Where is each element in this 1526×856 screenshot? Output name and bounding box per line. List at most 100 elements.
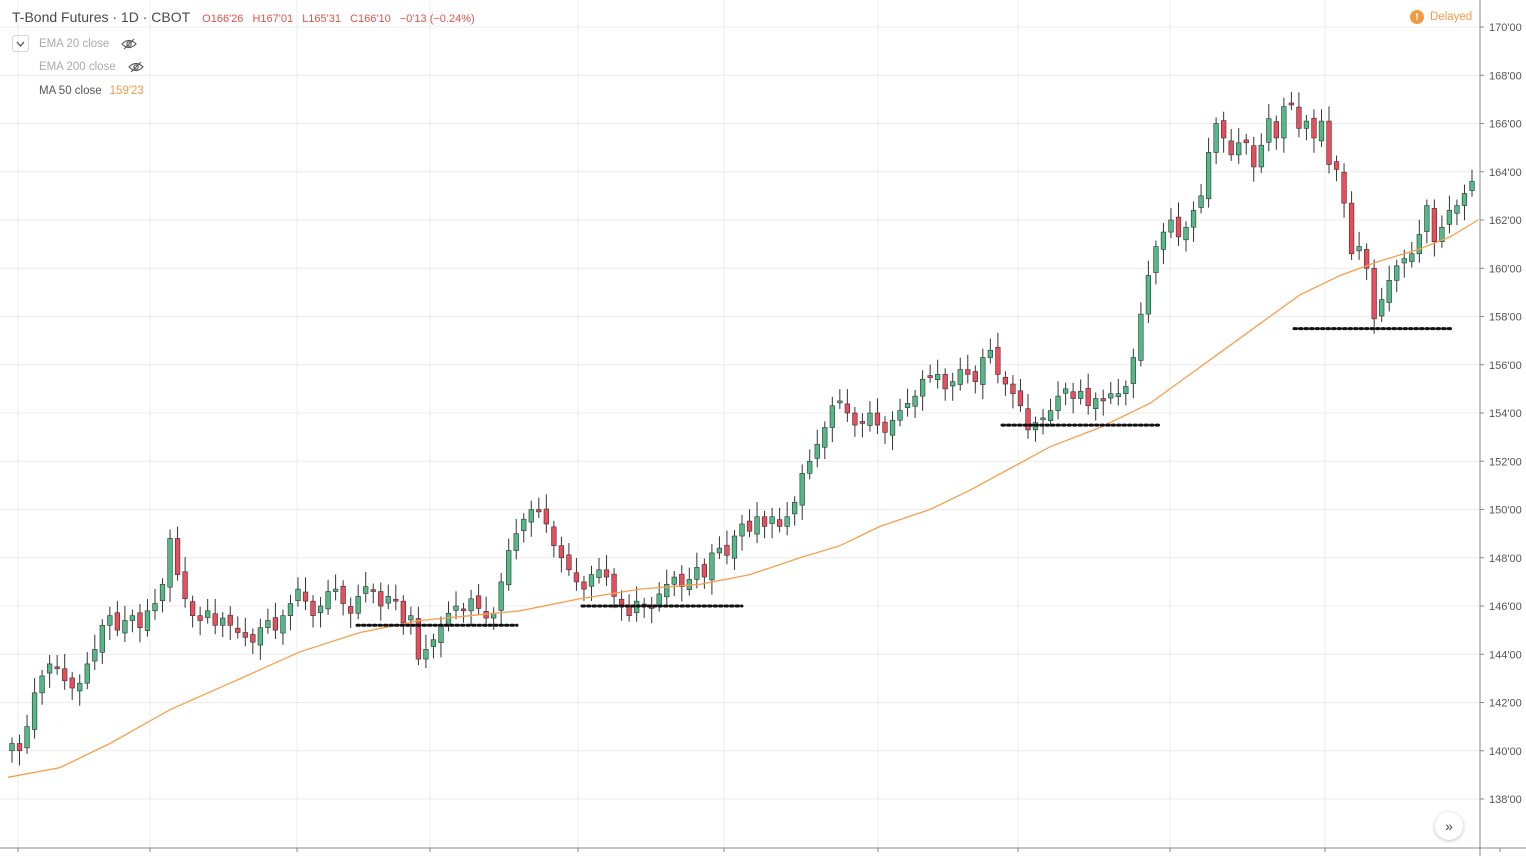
candle-body (566, 554, 572, 571)
legend-row-ema200[interactable]: EMA 200 close (12, 56, 144, 80)
candle-body (1160, 231, 1167, 250)
price-tick-label: 150'00 (1489, 505, 1522, 517)
candle-body (257, 627, 263, 646)
collapse-legend-button[interactable] (12, 35, 29, 53)
candle-body (859, 421, 866, 424)
candle-body (1326, 120, 1332, 165)
legend-row-ma50[interactable]: MA 50 close 159'23 (12, 79, 144, 103)
symbol-title[interactable]: T-Bond Futures · 1D · CBOT (12, 9, 191, 25)
candle-body (980, 357, 986, 385)
price-tick-label: 154'00 (1489, 408, 1522, 420)
candle-body (1439, 226, 1445, 243)
candle-body (965, 369, 971, 375)
candle-body (950, 381, 956, 387)
legend-name: EMA 20 close (39, 37, 110, 50)
candle-body (603, 569, 610, 578)
candle-body (1175, 216, 1182, 238)
legend-name: MA 50 close (39, 84, 102, 97)
candle-body (99, 624, 105, 653)
candle-body (302, 591, 309, 602)
time-axis[interactable] (0, 847, 1526, 852)
candle-body (882, 421, 888, 433)
delayed-badge[interactable]: ! Delayed (1410, 10, 1472, 24)
candle-body (1348, 202, 1355, 255)
candle-body (325, 591, 331, 610)
candle-body (521, 518, 527, 532)
candle-body (1273, 121, 1279, 139)
price-tick-label: 164'00 (1489, 167, 1522, 179)
candle-body (671, 576, 677, 585)
candle-body (84, 663, 90, 684)
candle-body (919, 378, 926, 397)
candle-body (927, 375, 933, 378)
chevron-down-icon (16, 41, 25, 47)
candle-body (1394, 265, 1400, 281)
candle-body (1409, 253, 1415, 262)
candle-body (792, 501, 798, 515)
candle-body (1168, 219, 1174, 233)
scroll-to-realtime-button[interactable]: » (1435, 812, 1463, 840)
candle-body (332, 588, 339, 592)
indicator-legend: EMA 20 close EMA 200 close MA 50 close 1… (12, 32, 144, 103)
candle-body (1416, 234, 1422, 255)
candle-body (69, 677, 75, 689)
candle-body (558, 545, 565, 559)
candle-body (596, 569, 602, 578)
candle-body (159, 583, 166, 601)
candle-body (144, 610, 151, 631)
candle-body (1002, 376, 1009, 385)
candle-body (1303, 120, 1310, 129)
candle-body (310, 600, 316, 616)
candle-body (182, 571, 188, 600)
price-axis[interactable]: 138'00 140'00 142'00 144'00 146'00 148'00 150'… (1479, 0, 1522, 856)
candle-body (400, 600, 406, 624)
high-value: H167'01 (252, 13, 294, 25)
chart-header: T-Bond Futures · 1D · CBOT O166'26 H167'… (12, 9, 481, 25)
candle-body (1461, 193, 1468, 206)
candle-body (724, 544, 730, 556)
candle-body (1205, 152, 1212, 200)
change-value: −0'13 (−0.24%) (399, 13, 475, 25)
legend-row-ema20[interactable]: EMA 20 close (12, 32, 144, 56)
candle-body (664, 583, 670, 598)
candle-body (363, 586, 369, 594)
candle-body (1311, 117, 1317, 139)
candle-body (731, 535, 738, 559)
candle-body (460, 608, 467, 612)
candle-body (317, 605, 324, 614)
candle-body (250, 634, 256, 643)
price-tick-label: 144'00 (1489, 649, 1522, 661)
candle-body (799, 473, 805, 506)
candle-body (739, 523, 745, 537)
candle-body (528, 509, 534, 523)
candle-body (536, 509, 542, 513)
candle-body (995, 347, 1001, 375)
candle-body (1386, 280, 1392, 303)
eye-hidden-icon[interactable] (121, 38, 138, 50)
candle-body (468, 598, 474, 612)
candle-body (167, 538, 173, 588)
candle-body (972, 371, 978, 382)
support-lines (355, 327, 1454, 627)
candle-body (889, 419, 896, 436)
candle-body (393, 598, 399, 602)
candle-body (754, 516, 760, 535)
candle-body (272, 617, 279, 631)
candle-body (1371, 267, 1377, 320)
eye-hidden-icon[interactable] (127, 61, 144, 73)
chart-grid (0, 0, 1480, 848)
candle-body (265, 620, 271, 629)
candle-body (814, 444, 820, 459)
candle-body (1243, 139, 1249, 144)
candle-body (1266, 118, 1272, 143)
candle-body (581, 581, 587, 590)
legend-value: 159'23 (109, 84, 144, 97)
candle-body (897, 410, 903, 421)
candle-body (506, 550, 512, 586)
candle-body (205, 610, 211, 618)
candle-body (197, 615, 203, 621)
candle-body (1130, 357, 1136, 384)
candle-body (656, 593, 662, 606)
candle-body (355, 596, 361, 614)
